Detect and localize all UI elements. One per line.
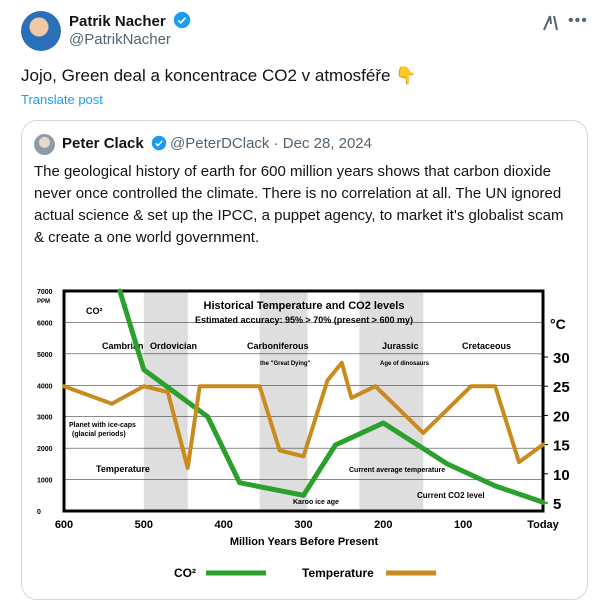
annotation-ice-caps-2: (glacial periods) [72,431,126,438]
y-left-tick: 4000 [37,383,53,390]
annotation-current-co2: Current CO2 level [417,491,485,500]
period-label: Carboniferous [247,341,309,351]
annotation-current-temp: Current average temperature [349,467,445,474]
quote-author-handle: @PeterDClack [170,135,270,152]
y-right-unit: °C [550,316,566,332]
y-left-tick: 3000 [37,415,53,422]
author-handle[interactable]: @PatrikNacher [69,31,171,48]
chart-title: Historical Temperature and CO2 levels [204,300,405,312]
series-line-temperature [62,360,545,470]
quoted-tweet[interactable]: Peter Clack @PeterDClack · Dec 28, 2024 … [21,120,588,600]
period-label: Jurassic [382,341,419,351]
x-tick: 100 [454,519,472,531]
quote-author-avatar [34,134,55,155]
y-left-tick: 1000 [37,478,53,485]
y-right-tick: 10 [553,467,570,484]
x-tick: Today [527,519,559,531]
annotation-karoo: Karoo ice age [293,499,339,506]
y-right-tick: 25 [553,379,570,396]
y-right-tick: 15 [553,438,570,455]
plot-frame [62,289,545,513]
translate-post-link[interactable]: Translate post [21,92,103,107]
period-label: Cretaceous [462,341,511,351]
y-left-unit: PPM [37,299,50,305]
period-label: Ordovician [150,341,197,351]
y-left-tick: 5000 [37,352,53,359]
annotation-ice-caps: Planet with ice-caps [69,422,136,429]
quote-meta: @PeterDClack · Dec 28, 2024 [170,135,372,152]
y-left-tick: 7000 [37,289,53,296]
y-right-tick: 30 [553,350,570,367]
series-line-co2 [117,288,546,505]
x-tick: 300 [294,519,312,531]
author-avatar[interactable] [21,11,61,51]
annotation-co2: CO² [86,306,103,316]
period-label: Cambrian [102,341,144,351]
y-left-tick: 0 [37,509,41,516]
period-band-0 [143,291,188,511]
quote-date: · Dec 28, 2024 [273,135,372,152]
verified-badge-icon [151,135,167,151]
tweet-text: Jojo, Green deal a koncentrace CO2 v atm… [21,66,417,85]
verified-badge-icon [173,11,191,29]
quote-author-name: Peter Clack [62,135,167,152]
grok-icon-glyph [543,15,558,31]
y-right-tick: 20 [553,408,570,425]
y-right-tick: 5 [553,496,561,513]
y-left-tick: 2000 [37,446,53,453]
grok-icon[interactable] [541,13,561,38]
quote-text: The geological history of earth for 600 … [34,163,564,246]
annotation-temperature: Temperature [96,464,150,474]
author-name-text[interactable]: Patrik Nacher [69,13,166,30]
annotation-age-dinosaurs: Age of dinosaurs [380,361,430,367]
x-tick: 400 [214,519,232,531]
legend-label-temperature: Temperature [302,566,374,580]
chart-subtitle: Estimated accuracy: 95% > 70% (present >… [195,315,413,325]
annotation-great-dying: the "Great Dying" [260,361,311,367]
x-tick: 200 [374,519,392,531]
quote-author-name-text: Peter Clack [62,135,144,152]
legend-label-co2: CO² [174,566,196,580]
x-tick: 500 [135,519,153,531]
x-axis-label: Million Years Before Present [230,536,379,548]
temperature-co2-chart: Historical Temperature and CO2 levels Est… [34,281,575,599]
more-icon[interactable]: ••• [568,12,588,29]
chart-image[interactable]: Historical Temperature and CO2 levels Est… [34,281,575,599]
period-band-1 [259,291,308,511]
y-left-tick: 6000 [37,320,53,327]
author-name[interactable]: Patrik Nacher [69,11,191,30]
x-tick: 600 [55,519,73,531]
